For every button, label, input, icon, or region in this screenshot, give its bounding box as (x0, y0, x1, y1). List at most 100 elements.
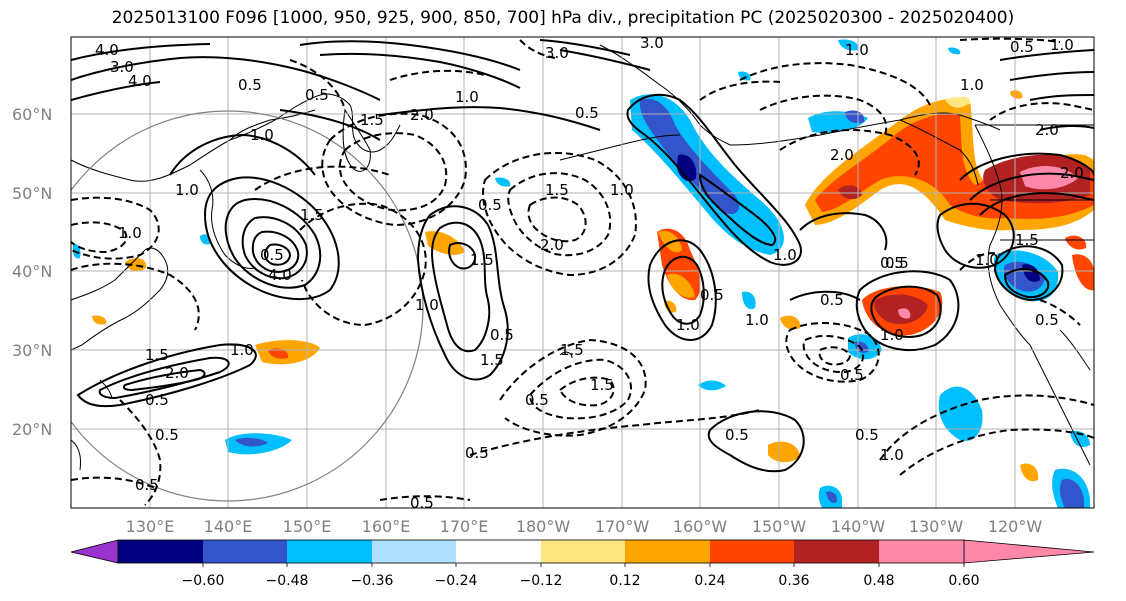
neg-contour-15 (879, 394, 1094, 461)
pos-contour-36 (1009, 71, 1094, 81)
contour-label: 1.0 (175, 181, 199, 199)
pos-contour-19 (855, 270, 960, 351)
neg-contour-14 (818, 346, 852, 366)
neg-contour-29 (119, 399, 162, 506)
contour-label: 1.0 (1050, 36, 1074, 54)
shade-pos-112w (1072, 254, 1094, 291)
colorbar-tick-label: −0.24 (435, 573, 478, 589)
contour-label: 1.0 (118, 224, 142, 242)
pos-contour-16 (661, 255, 705, 325)
pos-contour-28 (71, 56, 381, 101)
pos-contour-8 (98, 356, 230, 400)
shade-neg-165w-e (495, 177, 511, 187)
graticule (71, 37, 1094, 508)
neg-contour-27 (71, 221, 128, 254)
colorbar-tick-label: −0.60 (182, 573, 225, 589)
lat-label-40n: 40°N (12, 262, 52, 281)
coast-baja (1029, 344, 1091, 466)
shade-neg-150w-d (738, 71, 751, 81)
coast-mexico (1059, 329, 1091, 371)
pos-contour-37 (1029, 94, 1094, 101)
pos-contour-15 (647, 239, 717, 341)
pos-contour-30 (71, 81, 161, 101)
coast-hawaii (559, 351, 573, 359)
pos-contour-32 (319, 52, 521, 89)
contour-label: 4.0 (95, 41, 119, 59)
colorbar-tick-label: 0.12 (609, 573, 640, 589)
shade-pos-150e (255, 340, 320, 365)
contour-label: 4.0 (268, 266, 292, 284)
contour-label: 1.0 (745, 311, 769, 329)
pos-contour-17 (707, 410, 805, 473)
neg-contour-18 (699, 80, 781, 101)
contour-label: 0.5 (305, 86, 329, 104)
range-circle (71, 110, 424, 502)
shade-neg-152w-h (742, 291, 756, 310)
contour-label: 2.0 (1035, 121, 1059, 139)
pos-contour-23 (959, 152, 1094, 181)
contour-label: 0.5 (1010, 38, 1034, 56)
shade-pos-150e-b (268, 348, 289, 359)
lon-label-150w: 150°W (752, 517, 807, 536)
shade-pos-130w (1020, 463, 1039, 482)
contour-label: 0.5 (885, 254, 909, 272)
lon-label-160e: 160°E (362, 517, 411, 536)
neg-contour-32 (959, 252, 1001, 271)
contour-labels: 4.0 3.0 4.0 3.0 3.0 1.0 0.5 0.5 1.5 2.0 … (95, 36, 1084, 508)
div-contours-negative (71, 37, 1094, 506)
pos-contour-11 (430, 221, 491, 353)
pos-contour-35 (999, 49, 1094, 61)
neg-contour-1 (321, 112, 467, 227)
coast-taiwan (71, 439, 81, 471)
contour-label: 1.0 (230, 341, 254, 359)
colorbar-tick-label: 0.48 (863, 573, 894, 589)
coast-korea-china (71, 247, 169, 351)
colorbar-bin (625, 540, 710, 563)
contour-label: 0.5 (478, 196, 502, 214)
map-frame (70, 36, 1095, 509)
neg-contour-17 (739, 62, 931, 106)
contour-label: 1.0 (250, 126, 274, 144)
neg-contour-4 (299, 202, 427, 327)
contour-label: 0.5 (855, 426, 879, 444)
pos-contour-39 (379, 106, 601, 131)
neg-contour-22 (959, 37, 1061, 43)
colorbar-tick-label: 0.36 (778, 573, 809, 589)
contour-label: 1.5 (480, 351, 504, 369)
coast-asia (71, 93, 401, 182)
shade-pos-150w (768, 441, 800, 463)
contour-label: 1.0 (880, 446, 904, 464)
lat-label-50n: 50°N (12, 184, 52, 203)
lon-label-170w: 170°W (595, 517, 650, 536)
pos-contour-31 (299, 40, 521, 71)
neg-contour-25 (389, 69, 486, 81)
contour-label: 1.5 (1015, 231, 1039, 249)
contour-label: 1.0 (975, 251, 999, 269)
colorbar-bin (456, 540, 541, 563)
contour-label: 1.5 (360, 111, 384, 129)
map-plot: 4.0 3.0 4.0 3.0 3.0 1.0 0.5 0.5 1.5 2.0 … (71, 36, 1094, 508)
lat-label-60n: 60°N (12, 105, 52, 124)
contour-label: 1.0 (415, 296, 439, 314)
shade-pos-123e (92, 315, 107, 325)
contour-label: 3.0 (545, 44, 569, 62)
pos-contour-12 (448, 242, 477, 270)
contour-label: 4.0 (128, 72, 152, 90)
contour-label: 1.5 (470, 251, 494, 269)
colorbar-tick-label: 0.24 (694, 573, 725, 589)
contour-label: 0.5 (238, 76, 262, 94)
colorbar-bin (879, 540, 964, 563)
neg-contour-11 (469, 409, 761, 456)
shade-pos-157w (664, 300, 677, 313)
contour-label: 1.0 (880, 326, 904, 344)
shade-neg-160w-i (698, 380, 726, 391)
pos-contour-4 (251, 230, 300, 274)
contour-label: 0.5 (820, 291, 844, 309)
contour-label: 0.5 (260, 246, 284, 264)
contour-label: 1.5 (300, 206, 324, 224)
contour-label: 1.0 (455, 88, 479, 106)
shade-pos-125e (125, 258, 147, 272)
contour-label: 1.0 (610, 181, 634, 199)
shade-neg-112w-o (1059, 479, 1084, 508)
